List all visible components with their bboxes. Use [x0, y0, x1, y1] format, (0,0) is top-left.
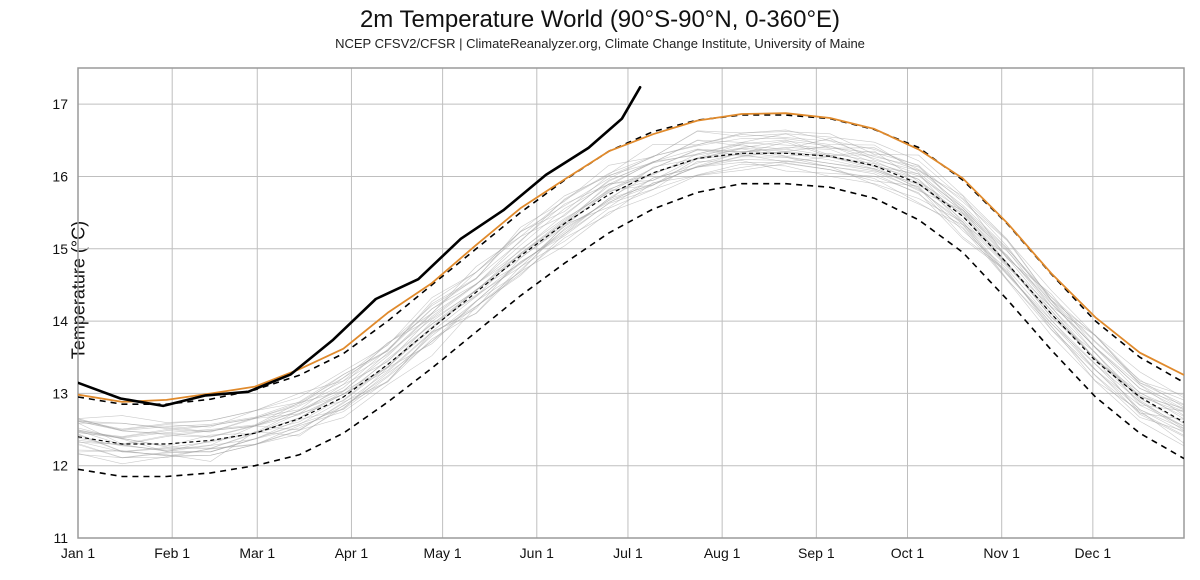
ensemble-year-line [78, 148, 1184, 448]
svg-text:16: 16 [52, 168, 68, 184]
minus-2sigma-line [78, 184, 1184, 477]
svg-text:17: 17 [52, 96, 68, 112]
svg-text:Jun 1: Jun 1 [520, 545, 554, 561]
svg-text:Sep 1: Sep 1 [798, 545, 835, 561]
ensemble-year-line [78, 157, 1184, 462]
ensemble-year-line [78, 153, 1184, 452]
ensemble-year-line [78, 164, 1184, 458]
climatology-mean-line [78, 153, 1184, 444]
svg-text:Oct 1: Oct 1 [891, 545, 925, 561]
highlight-year-line [78, 113, 1184, 402]
svg-text:12: 12 [52, 458, 68, 474]
ensemble-year-line [78, 164, 1184, 456]
svg-text:11: 11 [53, 530, 68, 546]
ensemble-year-line [78, 161, 1184, 456]
current-year-line [78, 87, 640, 406]
svg-text:Mar 1: Mar 1 [239, 545, 275, 561]
svg-text:Jul 1: Jul 1 [613, 545, 643, 561]
svg-text:13: 13 [52, 385, 68, 401]
plus-2sigma-line [78, 115, 1184, 404]
ensemble-year-line [78, 130, 1184, 430]
svg-text:Aug 1: Aug 1 [704, 545, 741, 561]
svg-text:Feb 1: Feb 1 [154, 545, 190, 561]
ensemble-year-line [78, 152, 1184, 451]
ensemble-year-line [78, 162, 1184, 458]
ensemble-year-line [78, 144, 1184, 446]
ensemble-year-line [78, 131, 1184, 429]
svg-text:Dec 1: Dec 1 [1075, 545, 1112, 561]
svg-text:May 1: May 1 [424, 545, 462, 561]
temperature-chart: 11 12 13 14 15 16 17 Jan 1 Feb 1 Mar 1 Apr 1 May 1 J… [0, 0, 1200, 580]
ensemble-year-line [78, 149, 1184, 450]
svg-text:15: 15 [52, 241, 68, 257]
svg-text:Jan 1: Jan 1 [61, 545, 95, 561]
ensemble-year-line [78, 142, 1184, 452]
svg-text:14: 14 [52, 313, 68, 329]
svg-text:Apr 1: Apr 1 [335, 545, 369, 561]
svg-text:Nov 1: Nov 1 [983, 545, 1020, 561]
